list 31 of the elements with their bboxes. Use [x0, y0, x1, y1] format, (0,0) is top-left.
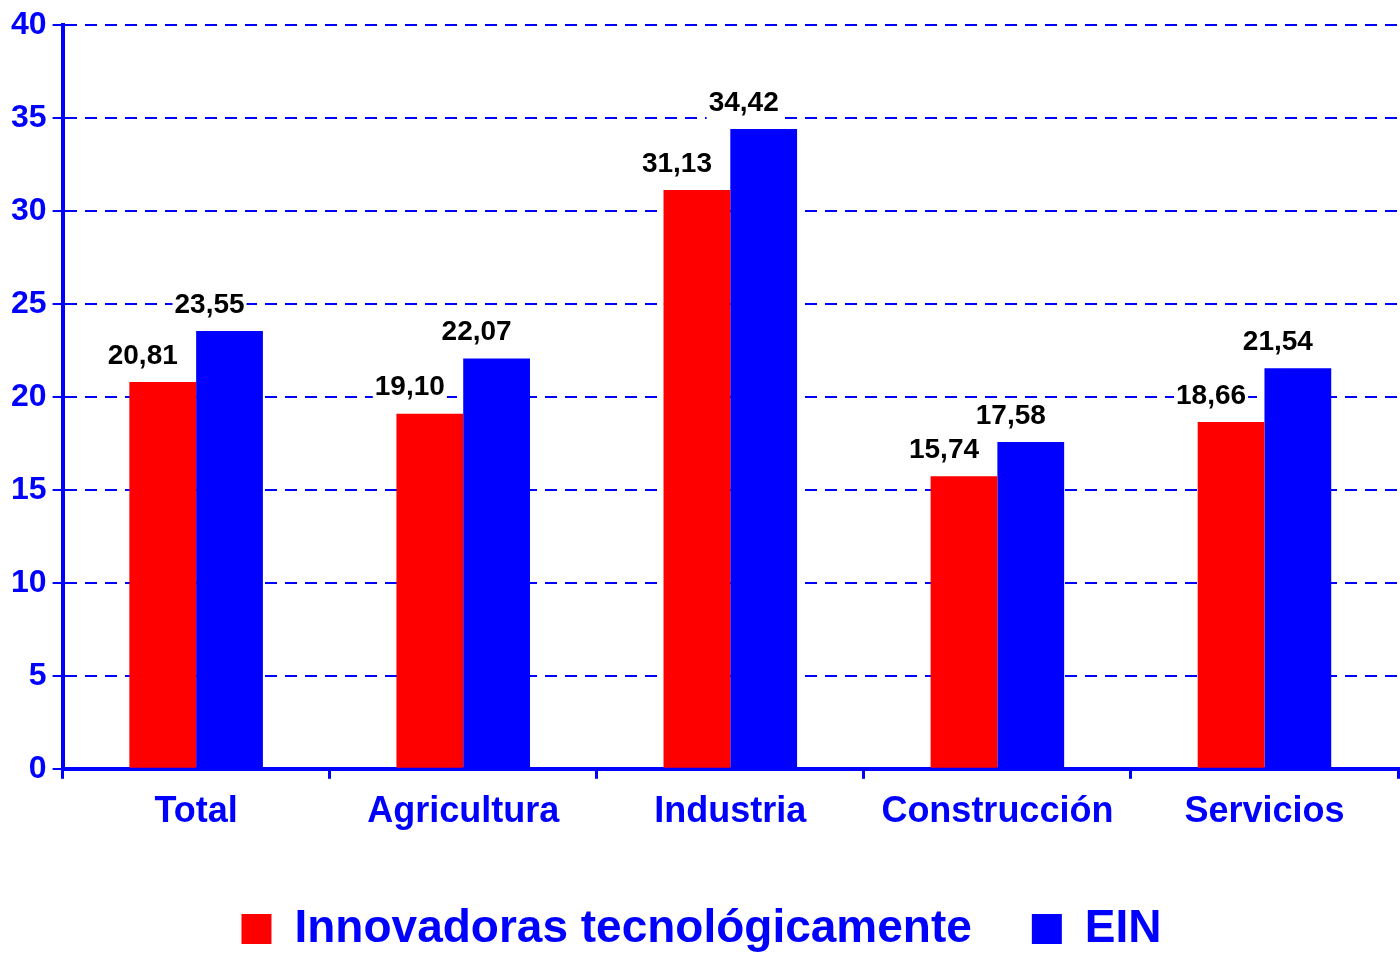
- data-label: 21,54: [1242, 325, 1314, 357]
- x-tick-label: Agricultura: [367, 789, 561, 831]
- legend-label: EIN: [1084, 899, 1162, 952]
- y-tick-label: 30: [11, 190, 47, 227]
- bar: [396, 413, 464, 768]
- data-label: 19,10: [374, 370, 445, 402]
- data-label: 15,74: [908, 432, 980, 464]
- y-tick-label: 15: [11, 469, 47, 506]
- data-label: 34,42: [708, 85, 779, 117]
- legend-label: Innovadoras tecnológicamente: [294, 899, 972, 952]
- y-tick-label: 25: [11, 283, 47, 320]
- y-tick-label: 20: [11, 376, 47, 413]
- bar: [129, 381, 197, 768]
- data-label: 20,81: [107, 338, 178, 370]
- data-label: 18,66: [1176, 378, 1247, 410]
- x-tick-label: Industria: [654, 789, 808, 831]
- y-tick-label: 35: [11, 97, 47, 134]
- x-tick-label: Total: [154, 789, 238, 831]
- y-tick-label: 0: [28, 748, 47, 785]
- y-tick-label: 5: [28, 655, 47, 692]
- x-tick-label: Construcción: [881, 789, 1114, 831]
- bar: [1197, 421, 1265, 768]
- bar: [930, 476, 998, 768]
- data-label: 23,55: [174, 287, 245, 319]
- y-tick-label: 10: [11, 562, 47, 599]
- data-label: 22,07: [441, 315, 512, 347]
- bar: [663, 190, 731, 768]
- y-tick-label: 40: [11, 5, 47, 42]
- x-tick-label: Servicios: [1184, 789, 1345, 831]
- data-label: 17,58: [975, 398, 1046, 430]
- data-label: 31,13: [641, 146, 712, 178]
